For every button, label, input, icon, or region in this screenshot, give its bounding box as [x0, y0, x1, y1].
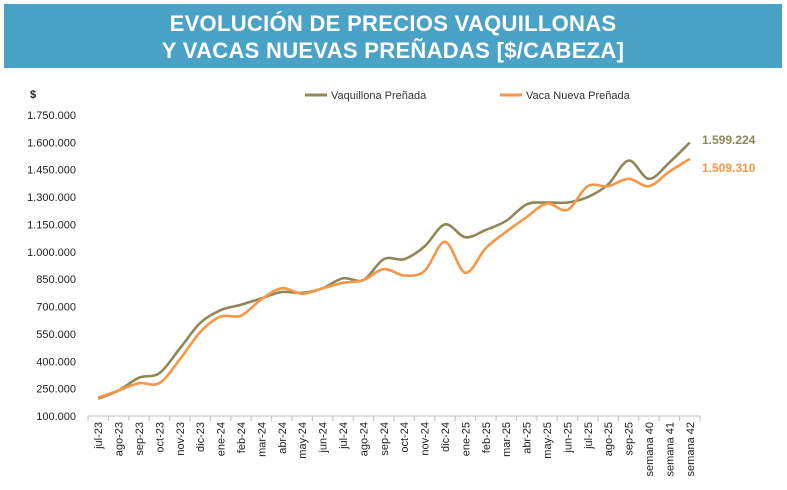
- x-tick-label: jun-25: [562, 422, 574, 454]
- y-tick-label: 700.000: [36, 302, 76, 314]
- y-tick-label: 1.150.000: [27, 219, 76, 231]
- x-tick-label: semana 41: [664, 422, 676, 476]
- y-tick-label: 1.450.000: [27, 165, 76, 177]
- x-tick-label: abr-25: [522, 422, 534, 454]
- y-tick-label: 1.600.000: [27, 137, 76, 149]
- x-tick-label: sep-25: [624, 422, 636, 456]
- x-tick-label: sep-24: [379, 422, 391, 456]
- x-tick-label: jun-24: [318, 422, 330, 454]
- x-tick-label: semana 42: [685, 422, 697, 476]
- y-tick-label: 1.300.000: [27, 192, 76, 204]
- end-data-label: 1.509.310: [702, 161, 756, 175]
- x-tick-label: ago-25: [603, 422, 615, 456]
- x-tick-label: nov-23: [175, 422, 187, 456]
- legend-label: Vaquillona Preñada: [331, 90, 427, 102]
- chart-title-line2: Y VACAS NUEVAS PREÑADAS [$/CABEZA]: [161, 38, 625, 63]
- x-tick-label: feb-25: [481, 422, 493, 453]
- x-tick-label: ene-24: [216, 422, 228, 456]
- x-tick-label: oct-24: [399, 422, 411, 453]
- x-tick-label: nov-24: [420, 422, 432, 456]
- chart-title-line1: EVOLUCIÓN DE PRECIOS VAQUILLONAS: [169, 11, 617, 36]
- y-axis-label: $: [30, 89, 36, 101]
- y-tick-label: 850.000: [36, 274, 76, 286]
- y-tick-label: 250.000: [36, 384, 76, 396]
- x-tick-label: dic-24: [440, 422, 452, 452]
- y-tick-label: 400.000: [36, 356, 76, 368]
- x-tick-label: ago-24: [358, 422, 370, 456]
- end-data-label: 1.599.224: [702, 133, 756, 147]
- x-tick-label: ene-25: [460, 422, 472, 456]
- y-tick-label: 550.000: [36, 329, 76, 341]
- x-tick-label: mar-24: [256, 422, 268, 457]
- chart-title-banner: EVOLUCIÓN DE PRECIOS VAQUILLONAS Y VACAS…: [4, 4, 782, 68]
- legend-label: Vaca Nueva Preñada: [526, 90, 631, 102]
- x-tick-label: oct-23: [154, 422, 166, 453]
- x-tick-label: may-25: [542, 422, 554, 459]
- x-tick-label: semana 40: [644, 422, 656, 476]
- x-tick-label: jul-24: [338, 422, 350, 450]
- series-line-vaquillona: [97, 141, 691, 400]
- x-tick-label: feb-24: [236, 422, 248, 453]
- x-tick-label: jul-25: [583, 422, 595, 450]
- x-tick-label: sep-23: [134, 422, 146, 456]
- x-tick-label: mar-25: [501, 422, 513, 457]
- y-tick-label: 1.000.000: [27, 247, 76, 259]
- x-tick-label: dic-23: [195, 422, 207, 452]
- x-tick-label: jul-23: [93, 422, 105, 450]
- y-tick-label: 100.000: [36, 411, 76, 423]
- x-tick-label: abr-24: [277, 422, 289, 454]
- y-tick-label: 1.750.000: [27, 110, 76, 122]
- x-tick-label: may-24: [297, 422, 309, 459]
- x-tick-label: ago-23: [114, 422, 126, 456]
- series-line-vaca: [97, 157, 691, 399]
